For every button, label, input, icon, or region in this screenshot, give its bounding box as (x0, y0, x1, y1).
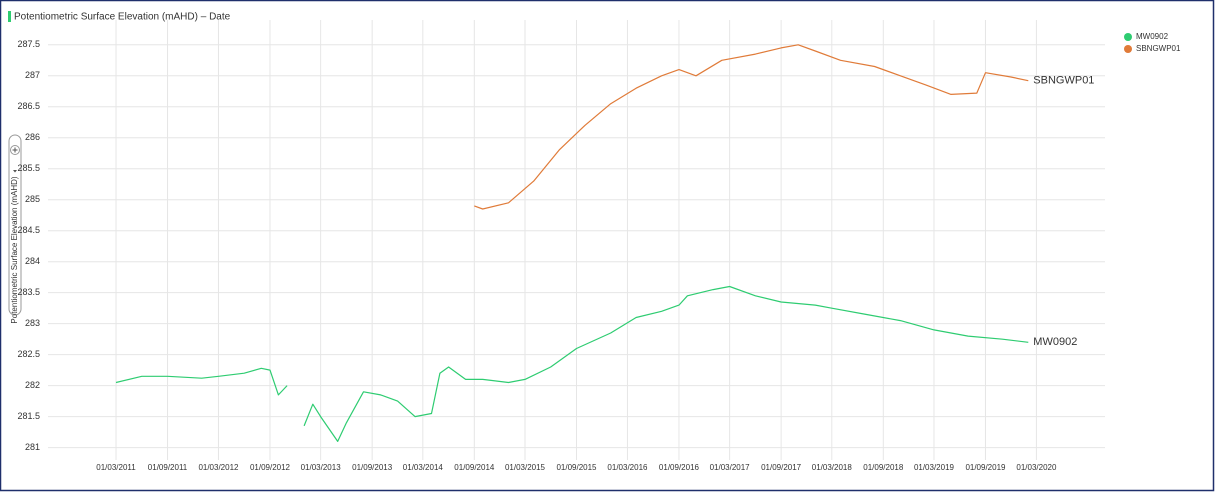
y-label-box (8, 134, 22, 316)
series-line (474, 44, 1029, 210)
x-tick-label: 01/03/2014 (403, 463, 444, 472)
x-tick-label: 01/03/2012 (198, 463, 239, 472)
x-tick-label: 01/03/2018 (812, 463, 853, 472)
y-axis-label: Potentiometric Surface Elevation (mAHD) (10, 176, 19, 324)
series-line (115, 285, 1029, 442)
x-tick-label: 01/09/2015 (556, 463, 597, 472)
x-tick-label: 01/03/2016 (607, 463, 648, 472)
y-tick-label: 287 (25, 70, 40, 80)
x-tick-label: 01/03/2019 (914, 463, 955, 472)
y-tick-label: 285.5 (17, 163, 40, 173)
y-tick-label: 284.5 (17, 225, 40, 235)
x-tick-label: 01/09/2014 (454, 463, 495, 472)
x-tick-label: 01/03/2020 (1016, 463, 1057, 472)
x-tick-label: 01/09/2018 (863, 463, 904, 472)
y-tick-label: 283 (25, 318, 40, 328)
x-tick-label: 01/03/2013 (301, 463, 342, 472)
title-marker (8, 11, 11, 22)
y-tick-label: 283.5 (17, 287, 40, 297)
x-tick-label: 01/09/2016 (659, 463, 700, 472)
x-tick-label: 01/03/2017 (710, 463, 751, 472)
x-tick-label: 01/03/2011 (96, 463, 136, 472)
y-tick-label: 281 (25, 442, 40, 452)
y-tick-label: 282.5 (17, 349, 40, 359)
x-tick-label: 01/09/2012 (250, 463, 291, 472)
x-tick-label: 01/09/2017 (761, 463, 802, 472)
legend-swatch (1124, 45, 1132, 53)
legend-label: SBNGWP01 (1136, 44, 1181, 53)
y-tick-label: 281.5 (17, 411, 40, 421)
y-tick-label: 286 (25, 132, 40, 142)
x-tick-label: 01/03/2015 (505, 463, 546, 472)
y-tick-label: 286.5 (17, 101, 40, 111)
x-tick-label: 01/09/2013 (352, 463, 393, 472)
legend-label: MW0902 (1136, 32, 1169, 41)
chart-title: Potentiometric Surface Elevation (mAHD) … (14, 12, 231, 23)
dropdown-icon[interactable] (13, 170, 17, 173)
y-tick-label: 287.5 (17, 39, 40, 49)
series-end-label: MW0902 (1033, 336, 1077, 348)
series-end-label: SBNGWP01 (1033, 75, 1094, 87)
legend-swatch (1124, 33, 1132, 41)
y-tick-label: 284 (25, 256, 40, 266)
x-tick-label: 01/09/2019 (965, 463, 1006, 472)
x-tick-label: 01/09/2011 (148, 463, 188, 472)
y-tick-label: 285 (25, 194, 40, 204)
plus-icon (12, 147, 18, 153)
y-tick-label: 282 (25, 380, 40, 390)
